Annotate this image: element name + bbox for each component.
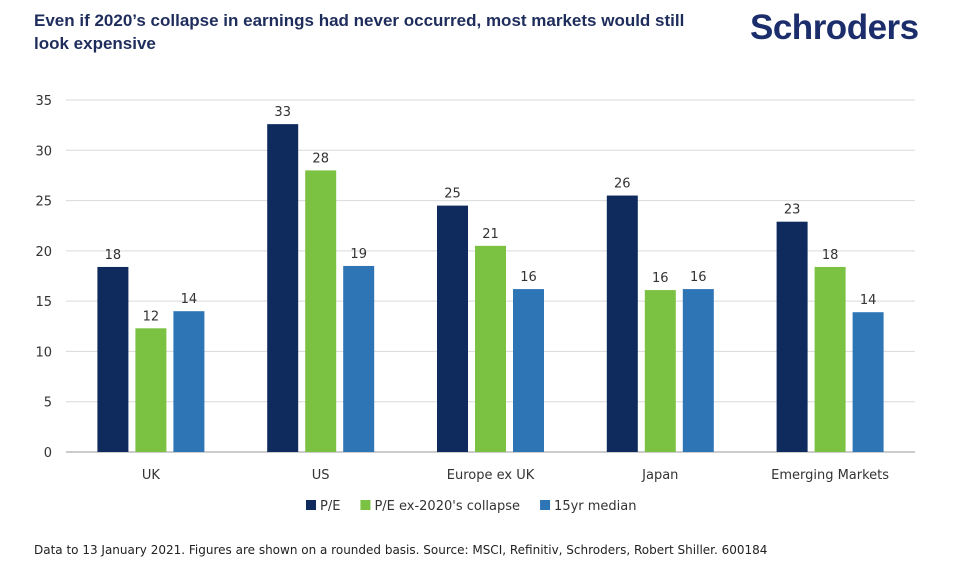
data-label: 14 bbox=[181, 292, 198, 307]
y-tick-label: 35 bbox=[35, 94, 52, 109]
data-label: 26 bbox=[614, 177, 631, 192]
legend-label: P/E ex-2020's collapse bbox=[374, 499, 520, 514]
y-tick-label: 30 bbox=[35, 144, 52, 159]
data-label: 16 bbox=[652, 271, 669, 286]
data-label: 33 bbox=[274, 105, 291, 120]
y-tick-label: 0 bbox=[44, 446, 52, 461]
x-tick-label: Japan bbox=[641, 468, 678, 483]
data-label: 16 bbox=[520, 270, 537, 285]
legend-label: P/E bbox=[320, 499, 340, 514]
bar-p-e bbox=[267, 124, 299, 452]
legend-swatch bbox=[360, 500, 371, 510]
bar-p-e-ex-2020-s-collapse bbox=[135, 328, 167, 452]
data-label: 12 bbox=[143, 309, 160, 324]
bar-15yr-median bbox=[173, 311, 205, 452]
data-label: 16 bbox=[690, 270, 707, 285]
x-tick-label: UK bbox=[142, 468, 161, 483]
bar-p-e-ex-2020-s-collapse bbox=[644, 290, 676, 452]
bar-15yr-median bbox=[852, 312, 884, 452]
data-label: 25 bbox=[444, 187, 461, 202]
data-label: 21 bbox=[482, 227, 499, 242]
schroders-logo: Schroders bbox=[750, 8, 919, 47]
bar-p-e-ex-2020-s-collapse bbox=[814, 266, 846, 452]
y-tick-label: 20 bbox=[35, 245, 52, 260]
data-label: 23 bbox=[784, 203, 801, 218]
bar-15yr-median bbox=[343, 265, 375, 452]
bar-15yr-median bbox=[513, 289, 544, 452]
y-tick-label: 15 bbox=[35, 295, 52, 310]
data-label: 18 bbox=[822, 248, 839, 263]
data-label: 14 bbox=[860, 293, 877, 308]
bar-p-e bbox=[97, 266, 129, 452]
x-tick-label: Europe ex UK bbox=[447, 468, 535, 483]
x-tick-label: US bbox=[312, 468, 330, 483]
x-tick-label: Emerging Markets bbox=[771, 468, 889, 483]
bar-p-e bbox=[776, 221, 808, 452]
y-tick-label: 10 bbox=[35, 345, 52, 360]
bar-p-e bbox=[437, 205, 468, 452]
y-tick-label: 5 bbox=[44, 396, 52, 411]
legend-label: 15yr median bbox=[554, 499, 636, 514]
data-label: 19 bbox=[350, 247, 367, 262]
footnote: Data to 13 January 2021. Figures are sho… bbox=[34, 543, 768, 557]
chart-title: Even if 2020’s collapse in earnings had … bbox=[34, 11, 685, 53]
data-label: 28 bbox=[312, 151, 329, 166]
legend-swatch bbox=[540, 500, 551, 510]
bar-p-e bbox=[606, 195, 638, 453]
bar-p-e-ex-2020-s-collapse bbox=[305, 170, 337, 452]
bar-15yr-median bbox=[682, 289, 714, 452]
bar-p-e-ex-2020-s-collapse bbox=[475, 245, 506, 452]
legend-swatch bbox=[306, 500, 316, 510]
y-tick-label: 25 bbox=[35, 195, 52, 210]
data-label: 18 bbox=[105, 248, 122, 263]
